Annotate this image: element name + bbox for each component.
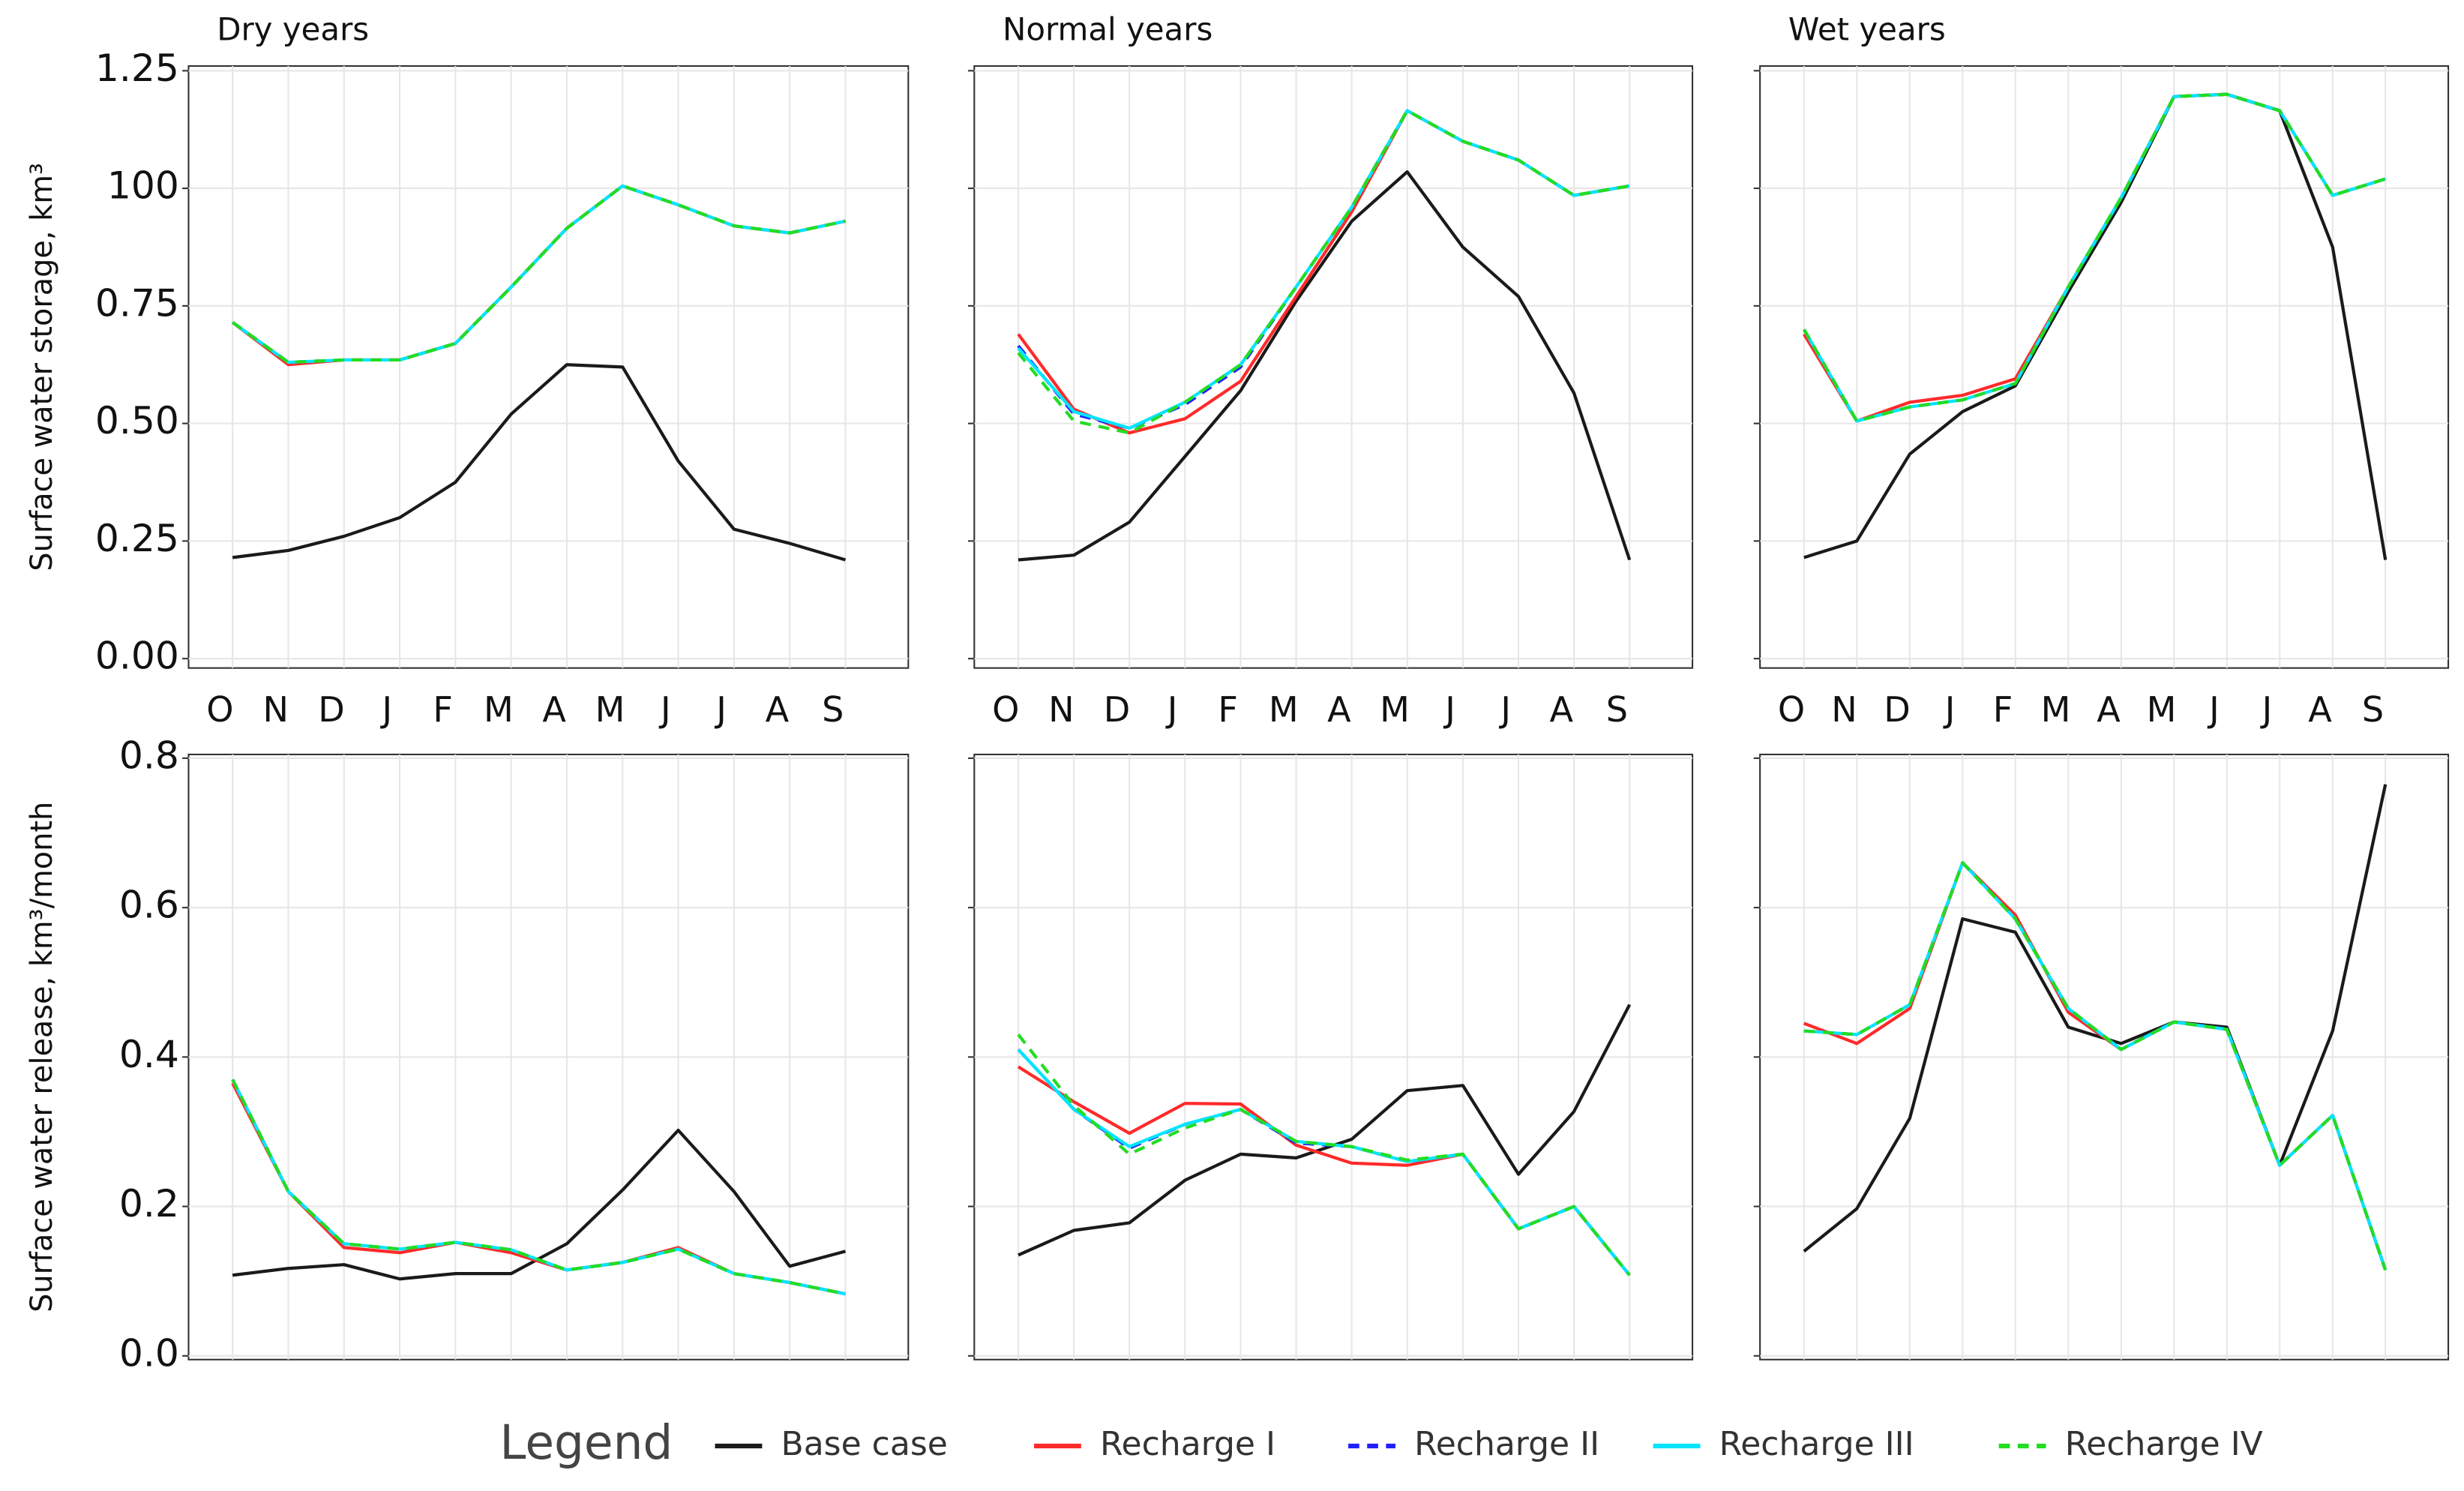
x-tick-label: J — [2260, 689, 2273, 730]
y-tick-label: 0.4 — [119, 1032, 179, 1076]
series-line — [1803, 92, 2386, 423]
x-tick-label: O — [1778, 689, 1805, 730]
x-tick-label: J — [2207, 689, 2220, 730]
y-tick-label: 0.8 — [119, 733, 179, 777]
y-tick-label: 100 — [107, 164, 179, 208]
x-tick-label: J — [1165, 689, 1178, 730]
x-tick-label: M — [595, 689, 625, 730]
x-tick-label: D — [1884, 689, 1911, 730]
plot-area — [1759, 64, 2450, 669]
x-tick-label: A — [1327, 689, 1351, 730]
y-tick-label: 1.25 — [95, 46, 179, 90]
x-tick-label: S — [1606, 689, 1628, 730]
x-tick-label: M — [2041, 689, 2071, 730]
series-line — [1803, 784, 2388, 1253]
x-tick-label: M — [1269, 689, 1299, 730]
series-line — [1017, 1034, 1631, 1276]
x-tick-label: M — [484, 689, 514, 730]
x-tick-label: O — [992, 689, 1019, 730]
x-tick-label: J — [658, 689, 671, 730]
x-tick-label: D — [318, 689, 345, 730]
legend-label: Base case — [781, 1425, 948, 1463]
series-line — [1018, 170, 1632, 562]
series-line — [1803, 861, 2388, 1271]
x-tick-label: J — [379, 689, 392, 730]
x-tick-label: A — [2097, 689, 2121, 730]
x-tick-label: S — [822, 689, 844, 730]
x-tick-label: F — [433, 689, 453, 730]
x-tick-label: D — [1104, 689, 1131, 730]
x-tick-label: N — [262, 689, 288, 730]
x-tick-label: J — [1498, 689, 1511, 730]
panel-title: Normal years — [1003, 10, 1213, 47]
legend-label: Recharge IV — [2065, 1425, 2263, 1463]
series-line — [1017, 109, 1630, 435]
x-tick-label: F — [1218, 689, 1238, 730]
x-tick-label: N — [1048, 689, 1074, 730]
x-tick-label: M — [2147, 689, 2177, 730]
series-line — [231, 184, 846, 364]
legend-label: Recharge II — [1414, 1425, 1599, 1463]
x-tick-label: M — [1380, 689, 1410, 730]
x-tick-label: J — [1443, 689, 1455, 730]
series-line — [1017, 1048, 1631, 1276]
x-tick-label: A — [542, 689, 566, 730]
x-tick-label: N — [1831, 689, 1857, 730]
y-tick-label: 0.00 — [95, 634, 179, 678]
plot-area — [973, 64, 1694, 669]
x-tick-label: J — [1943, 689, 1956, 730]
legend-title: Legend — [499, 1415, 673, 1470]
x-tick-label: A — [1550, 689, 1574, 730]
legend-label: Recharge III — [1719, 1425, 1914, 1463]
legend-label: Recharge I — [1100, 1425, 1275, 1463]
series-line — [231, 1078, 846, 1296]
x-tick-label: F — [1993, 689, 2013, 730]
y-tick-label: 0.25 — [95, 516, 179, 560]
series-line — [232, 363, 847, 562]
panel-title: Dry years — [217, 10, 369, 47]
y-axis-label: Surface water release, km³/month — [25, 802, 59, 1312]
x-tick-label: A — [766, 689, 790, 730]
y-tick-label: 0.6 — [119, 883, 179, 927]
series-line — [1803, 92, 2388, 560]
x-tick-label: A — [2308, 689, 2332, 730]
series-line — [1018, 1004, 1632, 1257]
x-tick-label: S — [2362, 689, 2384, 730]
x-tick-label: J — [714, 689, 727, 730]
y-axis-label: Surface water storage, km³ — [25, 163, 59, 572]
plot-area — [187, 64, 910, 669]
panel-title: Wet years — [1788, 10, 1946, 47]
y-tick-label: 0.75 — [95, 280, 179, 325]
y-tick-label: 0.2 — [119, 1181, 179, 1226]
x-tick-label: O — [206, 689, 233, 730]
y-tick-label: 0.0 — [119, 1330, 179, 1375]
y-tick-label: 0.50 — [95, 398, 179, 442]
